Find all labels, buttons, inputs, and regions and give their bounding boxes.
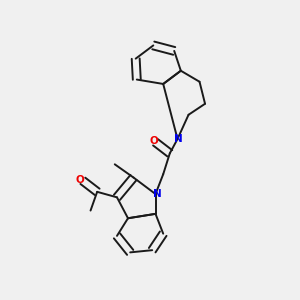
Text: N: N: [153, 189, 161, 199]
Text: O: O: [76, 175, 85, 185]
Text: O: O: [150, 136, 159, 146]
Text: N: N: [174, 134, 183, 144]
